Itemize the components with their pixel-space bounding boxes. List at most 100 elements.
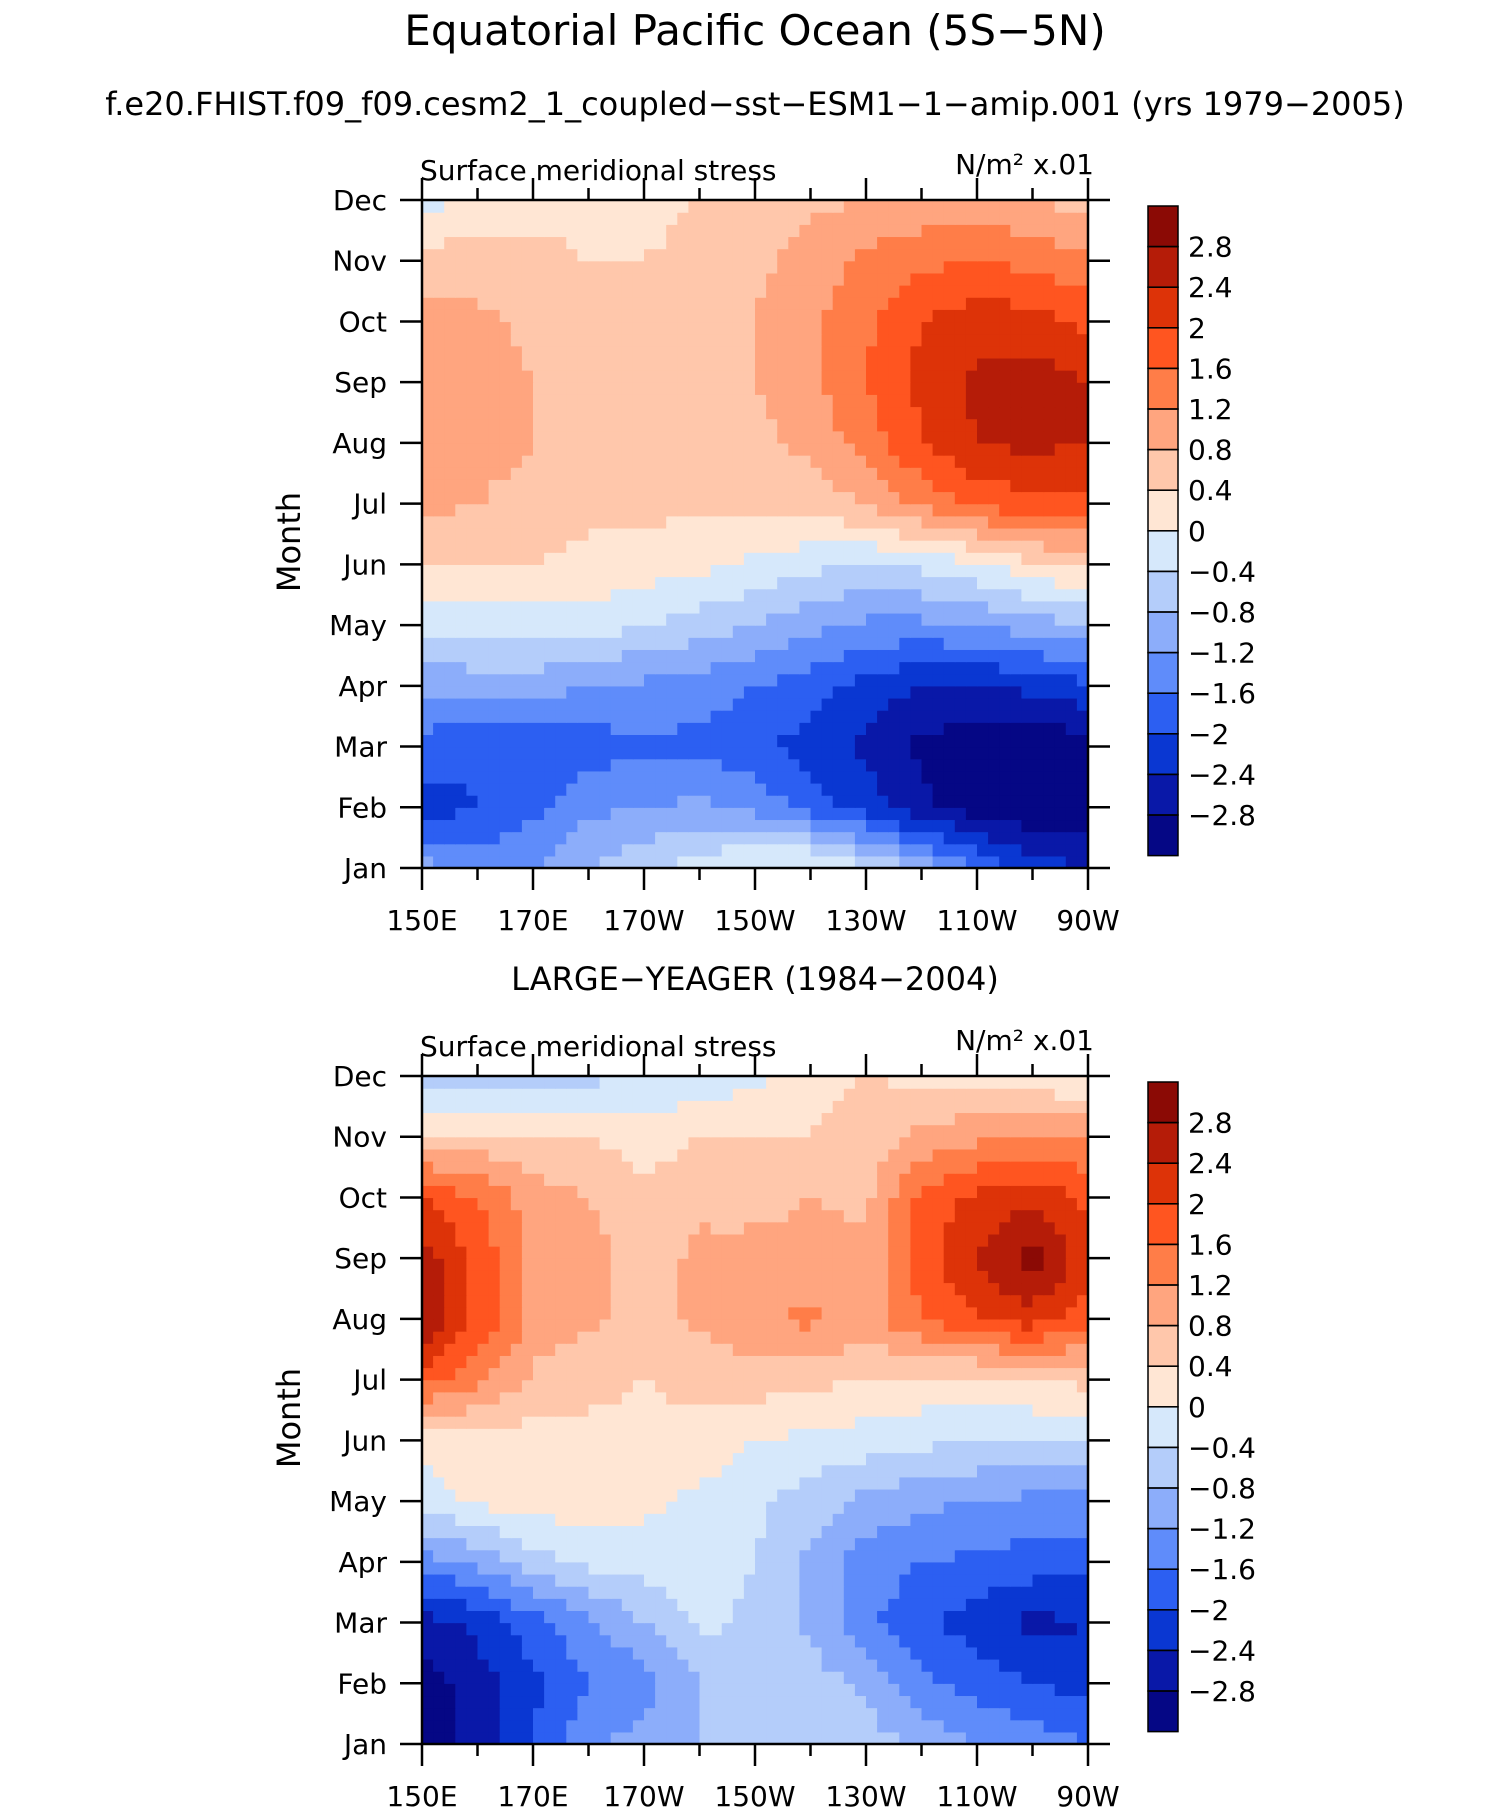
- heatmap-cell: [433, 297, 445, 310]
- heatmap-cell: [954, 333, 967, 347]
- heatmap-cell: [1076, 819, 1089, 833]
- heatmap-cell: [866, 1658, 878, 1672]
- heatmap-cell: [666, 697, 678, 711]
- heatmap-cell: [566, 1707, 578, 1721]
- heatmap-cell: [755, 382, 767, 395]
- heatmap-cell: [1010, 576, 1022, 590]
- colorbar-label: 2.8: [1188, 231, 1233, 264]
- heatmap-cell: [621, 430, 634, 444]
- heatmap-cell: [699, 1488, 712, 1502]
- heatmap-cell: [433, 200, 445, 213]
- heatmap-cell: [444, 758, 456, 772]
- heatmap-cell: [1043, 770, 1056, 784]
- heatmap-cell: [510, 722, 523, 735]
- heatmap-cell: [877, 564, 889, 578]
- heatmap-cell: [732, 1513, 745, 1526]
- heatmap-cell: [544, 248, 556, 262]
- heatmap-cell: [732, 1476, 745, 1490]
- heatmap-cell: [843, 588, 856, 602]
- heatmap-cell: [1032, 564, 1045, 578]
- heatmap-cell: [699, 1683, 712, 1697]
- heatmap-cell: [499, 272, 512, 286]
- heatmap-cell: [1010, 1634, 1022, 1648]
- heatmap-cell: [510, 1573, 523, 1587]
- heatmap-cell: [699, 200, 712, 213]
- heatmap-cell: [577, 1549, 590, 1563]
- heatmap-cell: [699, 1452, 712, 1466]
- heatmap-cell: [1010, 285, 1022, 298]
- heatmap-cell: [521, 807, 534, 821]
- heatmap-cell: [644, 430, 656, 444]
- heatmap-cell: [899, 807, 911, 821]
- heatmap-cell: [422, 345, 434, 359]
- heatmap-cell: [866, 710, 878, 723]
- heatmap-cell: [444, 515, 456, 529]
- heatmap-cell: [999, 1549, 1011, 1563]
- heatmap-cell: [777, 831, 789, 845]
- heatmap-cell: [422, 1707, 434, 1721]
- heatmap-cell: [644, 382, 656, 395]
- heatmap-cell: [1043, 649, 1056, 663]
- heatmap-cell: [866, 527, 878, 541]
- heatmap-cell: [932, 600, 945, 614]
- heatmap-cell: [988, 710, 1000, 723]
- heatmap-cell: [1076, 1671, 1089, 1684]
- heatmap-cell: [755, 1658, 767, 1672]
- heatmap-cell: [954, 236, 967, 250]
- heatmap-cell: [1076, 1476, 1089, 1490]
- heatmap-cell: [999, 1646, 1011, 1660]
- heatmap-cell: [499, 1719, 512, 1733]
- heatmap-cell: [466, 394, 479, 408]
- heatmap-cell: [699, 685, 712, 699]
- heatmap-cell: [866, 345, 878, 359]
- heatmap-cell: [1054, 297, 1067, 310]
- heatmap-cell: [932, 540, 945, 553]
- heatmap-cell: [899, 710, 911, 723]
- heatmap-cell: [521, 1622, 534, 1636]
- heatmap-cell: [444, 1476, 456, 1490]
- heatmap-cell: [799, 600, 812, 614]
- heatmap-cell: [843, 1719, 856, 1733]
- heatmap-cell: [533, 1537, 545, 1551]
- heatmap-cell: [954, 442, 967, 456]
- heatmap-cell: [954, 527, 967, 541]
- heatmap-cell: [632, 345, 645, 359]
- heatmap-cell: [632, 843, 645, 857]
- heatmap-cell: [1032, 224, 1045, 238]
- heatmap-cell: [1010, 1561, 1022, 1575]
- heatmap-cell: [488, 649, 501, 663]
- heatmap-cell: [866, 212, 878, 225]
- heatmap-cell: [832, 625, 845, 638]
- heatmap-cell: [499, 1537, 512, 1551]
- heatmap-cell: [544, 1646, 556, 1660]
- heatmap-cell: [832, 1731, 845, 1745]
- heatmap-cell: [466, 1428, 479, 1441]
- heatmap-cell: [621, 588, 634, 602]
- heatmap-cell: [621, 467, 634, 480]
- heatmap-cell: [866, 588, 878, 602]
- heatmap-cell: [655, 382, 667, 395]
- heatmap-cell: [555, 1719, 567, 1733]
- heatmap-cell: [610, 455, 623, 468]
- heatmap-cell: [677, 1501, 689, 1514]
- heatmap-cell: [910, 843, 923, 857]
- heatmap-cell: [1021, 685, 1034, 699]
- heatmap-cell: [732, 1501, 745, 1514]
- heatmap-cell: [422, 1573, 434, 1587]
- heatmap-cell: [577, 625, 590, 638]
- heatmap-cell: [732, 855, 745, 869]
- heatmap-cell: [621, 1707, 634, 1721]
- heatmap-cell: [466, 455, 479, 468]
- heatmap-cell: [888, 1719, 900, 1733]
- heatmap-cell: [877, 272, 889, 286]
- heatmap-cell: [422, 1416, 434, 1429]
- heatmap-cell: [710, 625, 723, 638]
- heatmap-cell: [588, 430, 601, 444]
- heatmap-cell: [666, 1464, 678, 1478]
- heatmap-cell: [999, 1537, 1011, 1551]
- heatmap-cell: [588, 782, 601, 796]
- heatmap-cell: [788, 819, 800, 833]
- heatmap-cell: [1054, 515, 1067, 529]
- heatmap-cell: [932, 321, 945, 335]
- heatmap-cell: [455, 430, 467, 444]
